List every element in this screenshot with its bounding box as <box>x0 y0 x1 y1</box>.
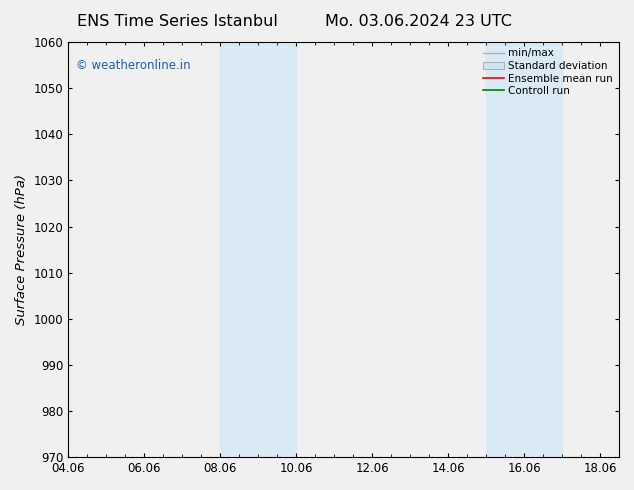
Legend: min/max, Standard deviation, Ensemble mean run, Controll run: min/max, Standard deviation, Ensemble me… <box>482 47 614 97</box>
Y-axis label: Surface Pressure (hPa): Surface Pressure (hPa) <box>15 174 28 325</box>
Bar <box>220 42 296 457</box>
Text: Mo. 03.06.2024 23 UTC: Mo. 03.06.2024 23 UTC <box>325 14 512 29</box>
Text: © weatheronline.in: © weatheronline.in <box>77 59 191 72</box>
Text: ENS Time Series Istanbul: ENS Time Series Istanbul <box>77 14 278 29</box>
Bar <box>486 42 562 457</box>
